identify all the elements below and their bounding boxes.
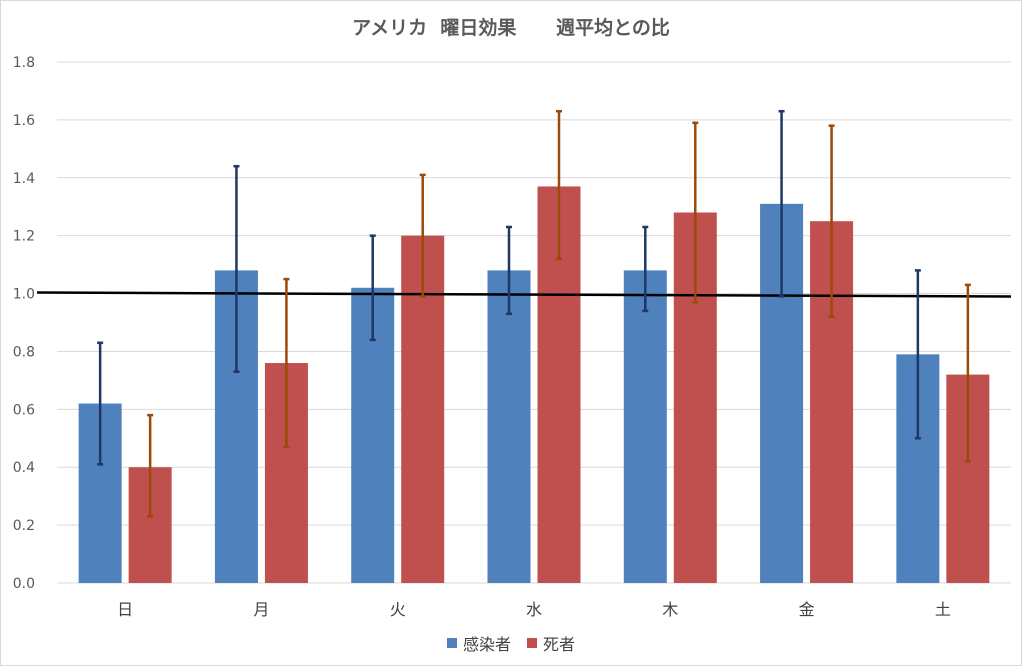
reference-line [36,291,1012,298]
y-tick-label: 0.8 [13,344,35,360]
y-tick-label: 0.2 [13,518,35,534]
y-tick-label: 1.0 [13,287,35,303]
x-tick-label: 土 [935,600,951,619]
x-tick-label: 水 [526,600,542,619]
y-tick-label: 1.2 [13,229,35,245]
x-tick-label: 日 [117,600,133,619]
legend-label-infections: 感染者 [462,635,511,654]
bar-infections [487,270,531,583]
y-tick-label: 1.6 [13,113,35,129]
legend-item-infections: 感染者 [446,631,511,655]
legend-label-deaths: 死者 [543,635,576,654]
y-tick-label: 1.4 [13,171,35,187]
y-tick-label: 0.6 [13,402,35,418]
chart-title: アメリカ 曜日効果 週平均との比 [352,17,670,39]
legend-item-deaths: 死者 [527,631,575,655]
y-tick-label: 1.8 [13,55,35,71]
x-tick-label: 木 [662,600,678,619]
x-tick-label: 金 [799,600,815,619]
legend: 感染者 死者 [1,631,1021,655]
x-tick-label: 火 [390,600,406,619]
x-tick-label: 月 [253,600,269,619]
y-tick-label: 0.0 [13,576,35,592]
bar-infections [623,270,667,583]
y-tick-label: 0.4 [13,460,35,476]
legend-swatch-deaths [527,638,537,648]
legend-swatch-infections [446,638,457,648]
